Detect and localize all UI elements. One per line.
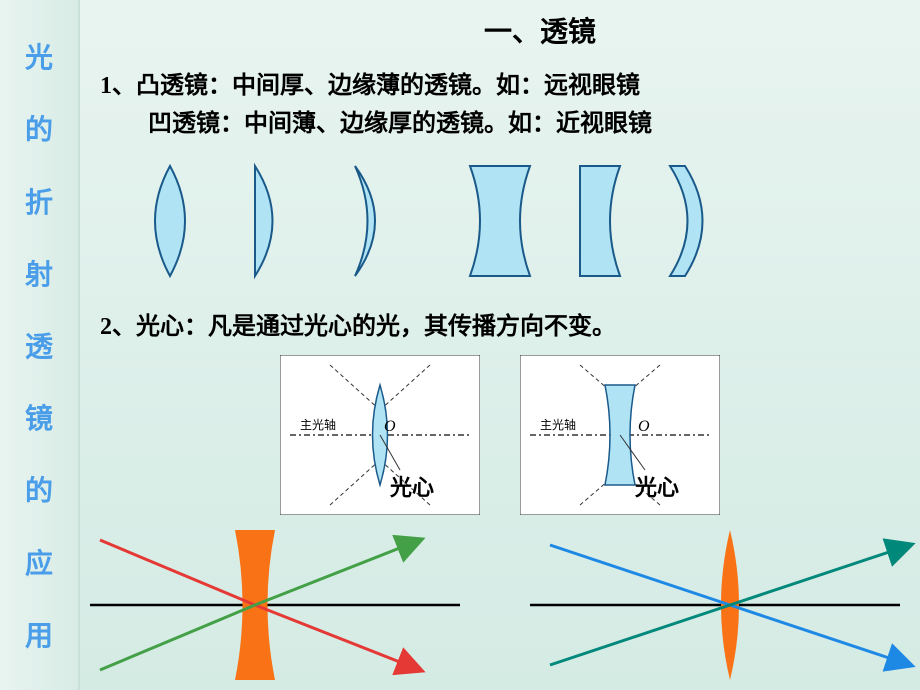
center-label: 光心 <box>389 475 434 500</box>
axis-label: 主光轴 <box>540 417 576 432</box>
plano-concave-lens-icon <box>570 161 630 281</box>
lens-shapes-row <box>130 161 900 281</box>
sidebar-char: 光 <box>25 36 53 76</box>
sidebar-char: 的 <box>25 469 53 509</box>
meniscus-convex-lens-icon <box>330 161 400 281</box>
concave-lens-group <box>460 161 730 281</box>
sidebar-char: 用 <box>25 614 53 654</box>
sidebar-char: 折 <box>25 181 53 221</box>
sidebar-char: 镜 <box>25 397 53 437</box>
plano-convex-lens-icon <box>240 161 300 281</box>
sidebar: 光 的 折 射 透 镜 的 应 用 <box>0 0 80 690</box>
convex-definition: 1、凸透镜：中间厚、边缘薄的透镜。如：远视眼镜 <box>100 70 900 104</box>
convex-center-diagram: 主光轴 O 光心 <box>280 355 480 515</box>
sidebar-char: 应 <box>25 542 53 582</box>
convex-ray-diagram <box>530 520 920 690</box>
biconvex-lens-icon <box>130 161 210 281</box>
optical-center-definition: 2、光心：凡是通过光心的光，其传播方向不变。 <box>100 311 900 345</box>
convex-lens-group <box>130 161 400 281</box>
meniscus-concave-lens-icon <box>660 161 730 281</box>
o-label: O <box>638 418 650 435</box>
sidebar-char: 透 <box>25 325 53 365</box>
sidebar-char: 射 <box>25 253 53 293</box>
biconcave-lens-icon <box>460 161 540 281</box>
axis-label: 主光轴 <box>300 417 336 432</box>
concave-ray-diagram <box>90 520 490 690</box>
section-title: 一、透镜 <box>180 10 900 50</box>
sidebar-char: 的 <box>25 108 53 148</box>
concave-definition: 凹透镜：中间薄、边缘厚的透镜。如：近视眼镜 <box>148 108 900 142</box>
center-label: 光心 <box>634 475 679 500</box>
main-content: 一、透镜 1、凸透镜：中间厚、边缘薄的透镜。如：远视眼镜 凹透镜：中间薄、边缘厚… <box>100 10 900 515</box>
optical-center-diagrams: 主光轴 O 光心 主光轴 O 光心 <box>100 355 900 515</box>
o-label: O <box>384 418 396 435</box>
concave-center-diagram: 主光轴 O 光心 <box>520 355 720 515</box>
bottom-ray-diagrams <box>90 520 910 680</box>
